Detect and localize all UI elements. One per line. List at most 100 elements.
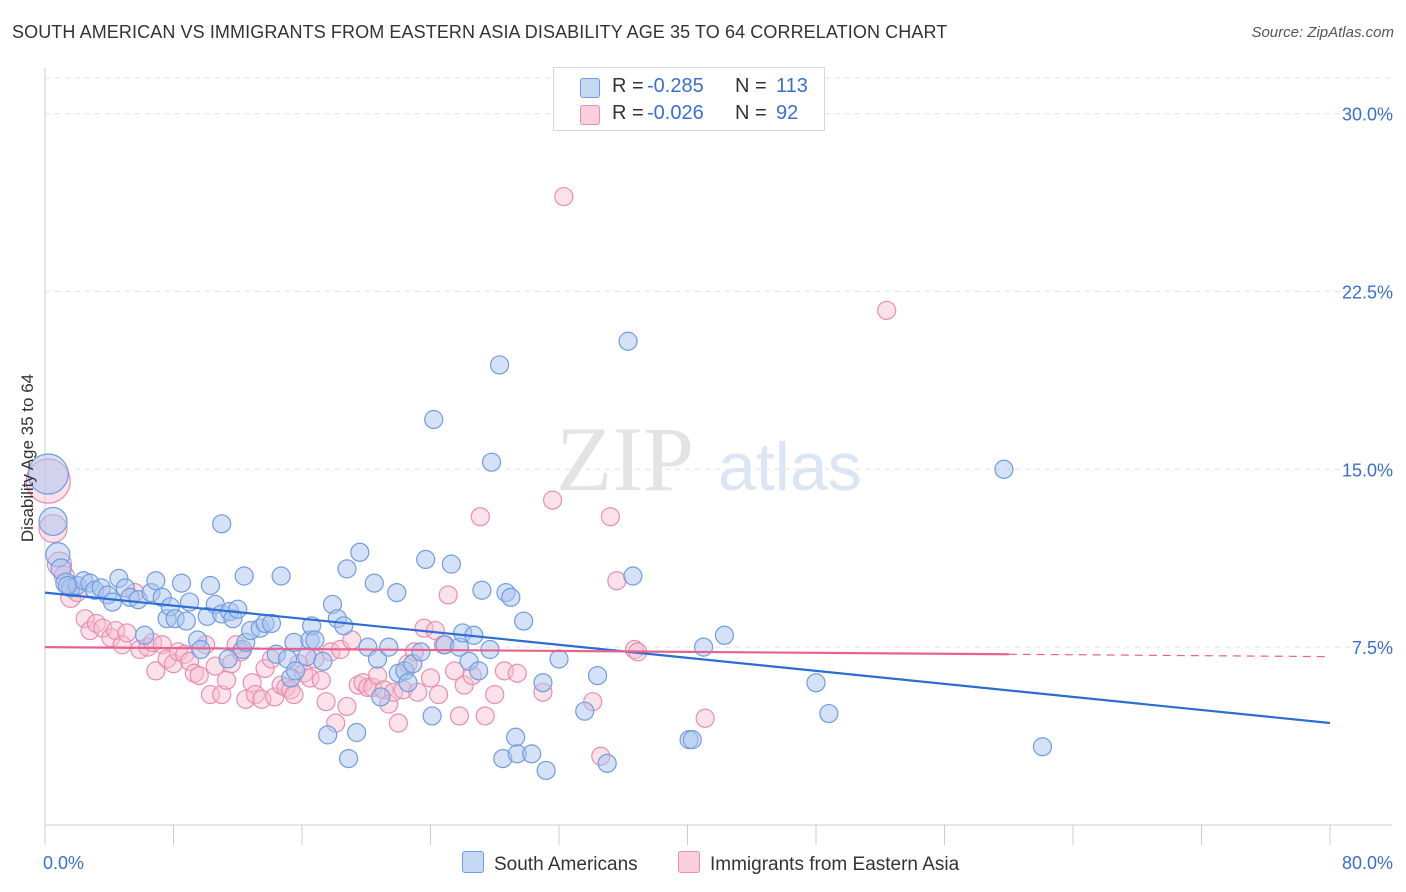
south-american-point: [212, 514, 232, 534]
south-american-point: [469, 661, 489, 681]
south-american-point: [146, 571, 166, 591]
south-american-point: [481, 452, 502, 472]
legend-swatch-pink: [580, 105, 600, 125]
south-american-point: [134, 625, 155, 645]
chart-title: SOUTH AMERICAN VS IMMIGRANTS FROM EASTER…: [12, 22, 948, 42]
legend-n-label: N =: [735, 75, 767, 97]
correlation-legend: R = -0.285 N = 113 R = -0.026 N = 92: [553, 67, 825, 131]
south-american-point: [806, 673, 826, 693]
eastern-asia-point: [485, 684, 505, 705]
eastern-asia-point: [695, 708, 715, 728]
south-american-point: [506, 727, 526, 747]
south-american-point: [57, 575, 78, 596]
legend-swatch-blue: [580, 78, 600, 98]
south-american-point: [234, 566, 254, 586]
y-tick-label: 7.5%: [1352, 638, 1393, 658]
eastern-asia-point: [112, 635, 132, 655]
bottom-legend-swatch-pink: [678, 851, 700, 873]
eastern-asia-point: [337, 696, 357, 717]
eastern-asia-point: [428, 684, 449, 705]
south-american-point: [819, 703, 839, 724]
south-american-point: [618, 331, 638, 351]
south-american-point: [472, 580, 492, 600]
south-american-point: [387, 582, 407, 603]
south-american-trendline: [44, 591, 1331, 725]
bottom-legend-south-americans: South Americans: [462, 851, 638, 876]
south-american-point: [994, 459, 1014, 479]
south-american-point: [338, 748, 359, 769]
south-american-point: [364, 573, 384, 593]
eastern-asia-point: [420, 668, 441, 688]
eastern-asia-point: [470, 507, 490, 527]
eastern-asia-point: [316, 692, 336, 712]
bottom-legend-label-blue: South Americans: [494, 854, 638, 875]
south-american-point: [522, 744, 542, 764]
south-american-point: [350, 542, 370, 562]
eastern-asia-point: [600, 507, 621, 527]
label-layer: 7.5% 15.0% 22.5% 30.0% 0.0% 80.0% Disability A…: [18, 105, 1393, 873]
eastern-asia-point: [216, 670, 237, 690]
south-american-point: [218, 649, 238, 669]
x-tick-label: 0.0%: [43, 853, 84, 873]
eastern-asia-point: [146, 661, 166, 681]
eastern-asia-point: [255, 658, 275, 679]
blue-points: [27, 331, 1053, 781]
eastern-asia-trendline-extension: [1008, 653, 1331, 658]
south-american-point: [334, 616, 354, 636]
south-american-point: [575, 701, 595, 721]
grid-layer: [45, 77, 1392, 648]
eastern-asia-point: [236, 689, 256, 709]
eastern-asia-point: [284, 684, 304, 705]
eastern-asia-point: [542, 490, 563, 510]
south-american-point: [714, 625, 735, 645]
south-american-point: [313, 651, 333, 671]
y-tick-label: 22.5%: [1342, 282, 1393, 302]
eastern-asia-point: [212, 684, 232, 705]
source-label: Source: ZipAtlas.com: [1251, 24, 1394, 41]
eastern-asia-point: [438, 585, 458, 605]
y-tick-label: 30.0%: [1342, 105, 1393, 125]
eastern-asia-point: [414, 618, 434, 638]
x-tick-label: 80.0%: [1342, 853, 1393, 873]
south-american-point: [379, 637, 399, 657]
south-american-point: [285, 661, 306, 681]
legend-r-value-blue: -0.285: [647, 75, 704, 97]
watermark-atlas: atlas: [718, 429, 862, 505]
south-american-point: [271, 566, 291, 586]
south-american-point: [411, 642, 431, 662]
south-american-point: [422, 706, 442, 726]
south-american-point: [176, 611, 196, 631]
eastern-asia-point: [152, 635, 172, 655]
watermark: ZIP atlas: [556, 408, 862, 510]
legend-r-label: R =: [612, 102, 644, 124]
south-american-point: [536, 760, 556, 781]
eastern-asia-point: [388, 713, 408, 733]
south-american-point: [305, 630, 325, 650]
legend-n-value-blue: 113: [776, 75, 808, 97]
south-american-point: [102, 592, 123, 612]
axes-layer: [44, 68, 1392, 845]
eastern-asia-point: [179, 651, 200, 671]
eastern-asia-point: [311, 670, 331, 690]
eastern-asia-point: [117, 623, 137, 643]
south-american-point: [228, 599, 248, 619]
eastern-asia-point: [607, 571, 627, 591]
eastern-asia-point: [189, 665, 209, 686]
south-american-point: [489, 355, 510, 375]
legend-n-label: N =: [735, 102, 767, 124]
y-tick-label: 15.0%: [1342, 460, 1393, 480]
eastern-asia-point: [554, 186, 574, 207]
legend-r-label: R =: [612, 75, 644, 97]
y-axis-title: Disability Age 35 to 64: [18, 374, 37, 542]
south-american-point: [261, 613, 282, 634]
bottom-legend-eastern-asia: Immigrants from Eastern Asia: [678, 851, 959, 876]
legend-r-value-pink: -0.026: [647, 102, 704, 124]
legend-n-value-pink: 92: [776, 102, 799, 124]
south-american-point: [416, 549, 436, 570]
south-american-point: [171, 573, 192, 593]
bottom-legend-swatch-blue: [462, 851, 484, 873]
south-american-point: [398, 673, 418, 693]
south-american-point: [297, 647, 317, 667]
eastern-asia-point: [877, 300, 897, 320]
